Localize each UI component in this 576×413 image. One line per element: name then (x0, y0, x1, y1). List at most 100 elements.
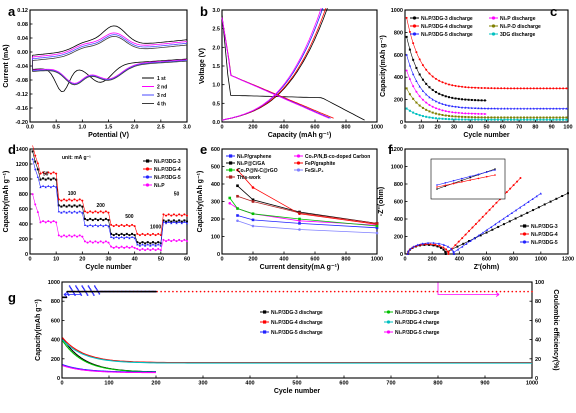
g-ce-marker (373, 290, 375, 293)
d-series-marker (94, 217, 97, 220)
c-series-marker (421, 106, 424, 109)
e-legend-marker (229, 168, 233, 172)
d-series-marker (68, 204, 71, 207)
e-ytick-label: 600 (211, 147, 220, 153)
c-series-marker (415, 113, 418, 116)
d-series-marker (131, 223, 134, 226)
c-series-marker (532, 107, 535, 110)
d-series-marker (47, 220, 50, 223)
d-series-marker (154, 244, 157, 247)
d-series-marker (36, 211, 39, 214)
e-legend-label: FeP/graphite (305, 161, 336, 167)
g-ce-marker (266, 290, 269, 293)
c-series-marker (444, 82, 447, 85)
e-panel-letter: e (200, 142, 207, 157)
b-xtick-label: 400 (279, 125, 288, 131)
g-xtick-label: 200 (151, 381, 160, 387)
c-series-marker (470, 116, 473, 119)
a-y-axis-label: Current (mA) (3, 44, 10, 87)
d-series-marker (97, 211, 100, 214)
d-series-marker (34, 203, 37, 206)
c-series-marker (464, 118, 467, 121)
d-series-marker (186, 220, 188, 223)
e-legend-label: Co₂P@N-C@rGO (237, 168, 278, 174)
f-series-marker (428, 243, 431, 246)
c-series-marker (477, 86, 480, 89)
c-xtick-label: 70 (516, 125, 522, 131)
e-y-axis-label: Capacity(mAh g⁻¹) (197, 171, 204, 233)
g-ce-marker (93, 285, 96, 287)
g-ce-marker (255, 290, 257, 293)
d-series-marker (34, 160, 37, 163)
f-series-marker (423, 243, 426, 246)
c-series-marker (535, 107, 539, 110)
c-series-marker (470, 106, 473, 109)
a-legend-label: 4 th (157, 102, 166, 108)
g-ce-marker (487, 290, 490, 293)
d-series-marker (99, 210, 102, 213)
c-series-marker (434, 100, 438, 103)
c-series-marker (448, 118, 451, 121)
d-series-marker (110, 223, 113, 226)
d-series-marker (128, 225, 131, 228)
d-series-marker (91, 211, 94, 214)
f-series-marker (474, 222, 477, 225)
e-series-marker (236, 194, 239, 198)
e-series-marker (375, 231, 379, 235)
d-series-marker (151, 243, 155, 246)
c-series-marker (448, 83, 451, 86)
e-legend-label: This-work (237, 175, 261, 181)
g-ce-marker (88, 286, 90, 289)
a-ytick-label: 0.08 (17, 22, 28, 28)
c-series-marker (474, 86, 477, 89)
c-series-marker (428, 72, 431, 75)
g-ce-marker (164, 290, 166, 293)
e-xtick-label: 200 (248, 257, 257, 263)
d-series-marker (159, 244, 162, 247)
f-series-marker (485, 231, 488, 234)
g-ce-marker (408, 290, 411, 293)
g-ce-marker (243, 290, 245, 293)
g-y2tick-label: 100 (535, 280, 544, 286)
g-ce-marker (460, 290, 462, 293)
g-ce-marker (195, 290, 198, 293)
c-series-marker (441, 117, 444, 120)
d-series-marker (133, 234, 136, 237)
e-legend-label: Ni₂P@C/GA (237, 161, 265, 167)
g-ce-marker (219, 290, 222, 293)
d-series-marker (91, 241, 94, 244)
c-series-marker (532, 118, 535, 121)
g-ce-marker (82, 287, 85, 290)
c-ytick-label: 600 (394, 53, 403, 59)
g-ce-marker (82, 286, 84, 289)
e-series-marker (236, 184, 239, 188)
c-series-marker (496, 87, 499, 90)
f-series-marker (532, 209, 535, 212)
d-series-marker (81, 205, 84, 208)
d-rate-label: 1000 (150, 225, 161, 231)
d-series-marker (31, 193, 34, 196)
g-ce-marker (168, 290, 170, 293)
c-series-marker (516, 118, 519, 121)
c-series-marker (412, 42, 415, 45)
f-series-marker (519, 177, 522, 180)
d-ytick-label: 0 (25, 252, 28, 258)
d-series-marker (81, 235, 84, 238)
f-series-marker (461, 237, 464, 240)
g-ce-marker (176, 290, 178, 293)
f-legend-marker (522, 240, 527, 244)
c-series-marker (454, 111, 457, 114)
g-legend-marker (263, 330, 267, 334)
c-series-marker (503, 116, 506, 119)
d-ytick-label: 800 (19, 192, 28, 198)
c-series-marker (415, 79, 418, 82)
c-series-marker (412, 72, 415, 76)
c-series-marker (487, 116, 490, 119)
c-series-marker (552, 87, 555, 90)
c-series-marker (493, 107, 496, 110)
a-ytick-label: -0.04 (15, 64, 28, 70)
f-series-marker (445, 248, 448, 251)
d-series-marker (36, 175, 39, 178)
f-panel-letter: f (388, 142, 393, 157)
f-series-marker (461, 245, 464, 248)
